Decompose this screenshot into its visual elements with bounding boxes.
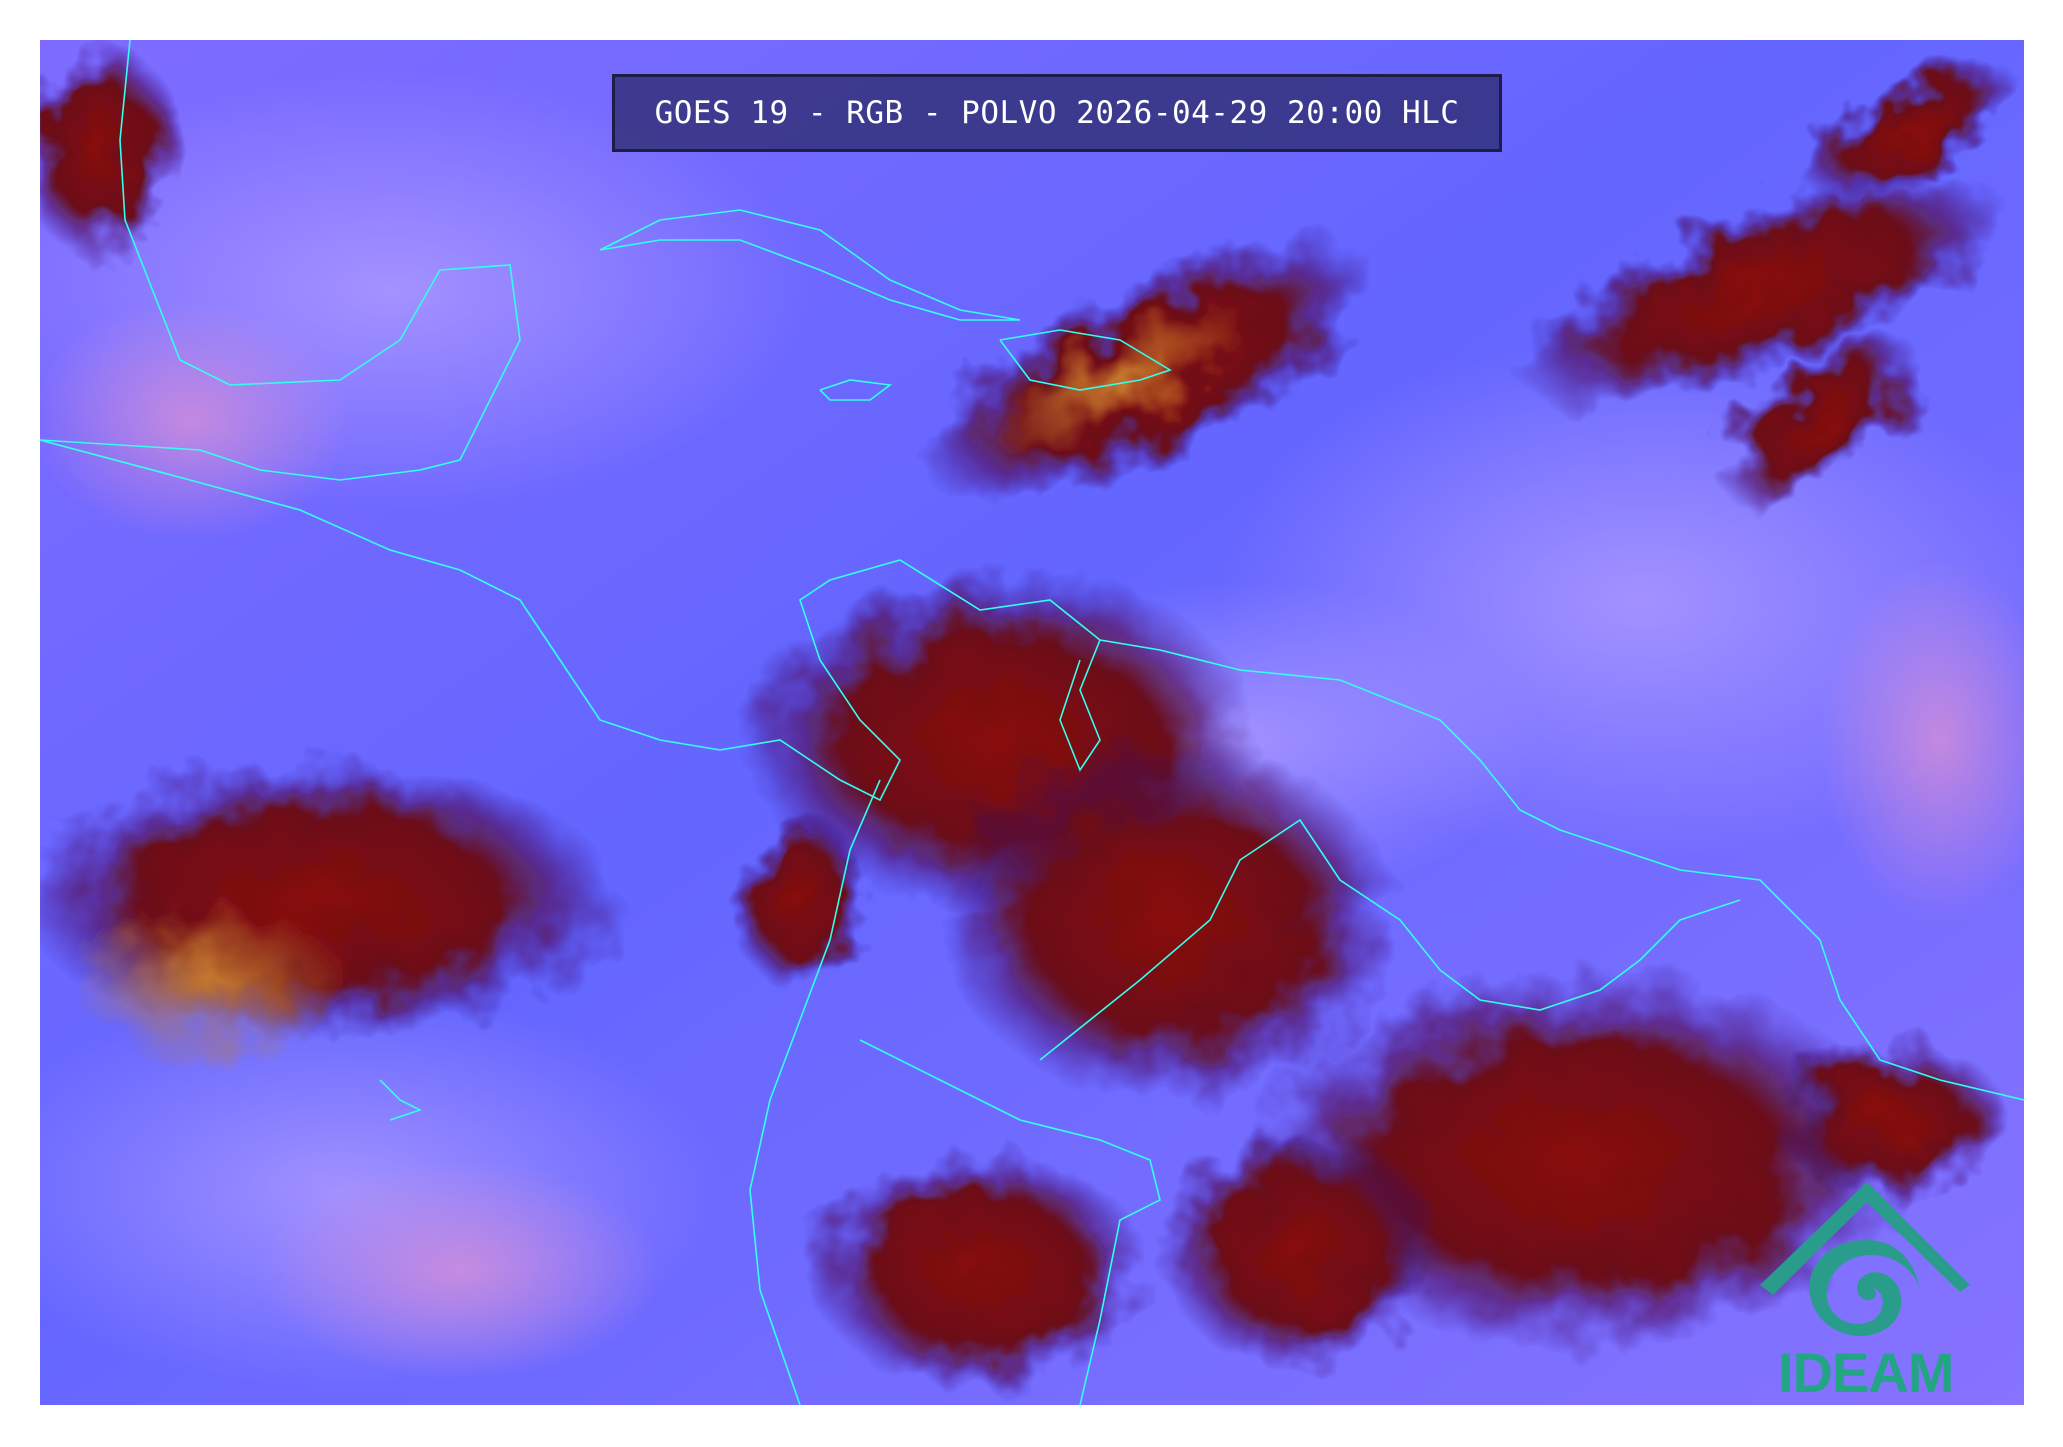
satellite-image [40, 40, 2024, 1405]
logo-wordmark: IDEAM [1778, 1341, 1954, 1404]
ideam-roof-spiral-logo-icon [1760, 1182, 1970, 1336]
image-title: GOES 19 - RGB - POLVO 2026-04-29 20:00 H… [654, 95, 1460, 131]
coastlines [40, 40, 2024, 1405]
title-box: GOES 19 - RGB - POLVO 2026-04-29 20:00 H… [612, 74, 1502, 152]
cloud-regions [40, 40, 2021, 1390]
